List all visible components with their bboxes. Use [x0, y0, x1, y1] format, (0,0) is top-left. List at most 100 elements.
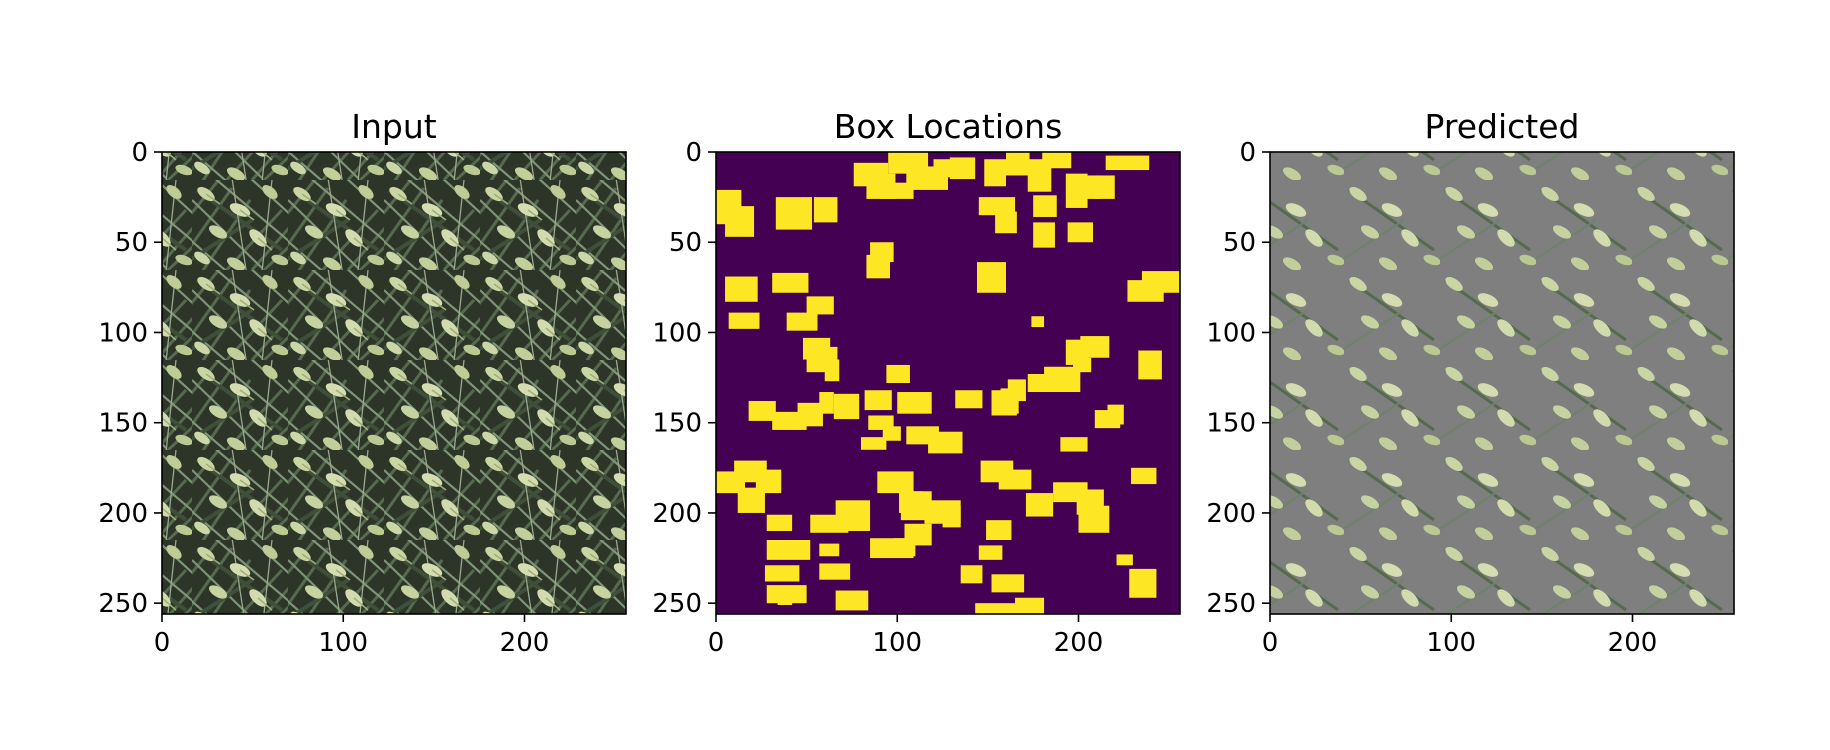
box-mark	[1141, 271, 1180, 293]
box-mark	[1094, 175, 1115, 199]
box-mark	[1107, 404, 1124, 425]
box-mark	[833, 393, 860, 420]
box-mark	[949, 157, 976, 180]
box-mark	[819, 543, 840, 557]
box-mark	[775, 197, 813, 230]
box-mark	[1060, 437, 1088, 452]
box-mark	[986, 520, 1012, 541]
y-tick-label: 150	[652, 409, 702, 439]
predicted-image	[1270, 152, 1734, 614]
y-tick-label: 50	[1223, 228, 1256, 258]
x-tick-label: 0	[708, 628, 725, 658]
box-mark	[813, 197, 838, 223]
axes-frame	[1269, 151, 1735, 615]
y-tick-label: 0	[685, 138, 702, 168]
box-mark	[835, 590, 869, 611]
box-mark	[978, 197, 1016, 216]
box-mark	[777, 594, 793, 605]
panels: Input 0 100 200 0 50 100 150 200 250 Box Locations…	[98, 107, 1735, 658]
y-tick-label: 250	[1206, 589, 1256, 619]
box-mark	[1105, 155, 1150, 171]
box-mark	[748, 401, 776, 421]
box-mark	[1025, 493, 1054, 517]
box-mark	[942, 505, 961, 528]
box-mark	[998, 469, 1032, 490]
box-mark	[766, 540, 811, 560]
box-mark	[977, 262, 1006, 293]
chart-title: Predicted	[1425, 107, 1580, 146]
box-mark	[819, 392, 834, 414]
box-mark	[960, 565, 983, 584]
input-panel: Input 0 100 200 0 50 100 150 200 250	[98, 107, 627, 658]
box-group	[716, 152, 1180, 614]
box-mark	[1067, 222, 1093, 243]
y-tick-label: 100	[98, 318, 148, 348]
box-mark	[995, 211, 1017, 234]
box-mark	[1033, 222, 1055, 248]
box-mark	[906, 166, 948, 190]
y-tick-label: 200	[98, 499, 148, 529]
box-mark	[897, 392, 932, 414]
box-mark	[880, 182, 914, 199]
chart-title: Box Locations	[834, 107, 1063, 146]
box-mark	[772, 272, 809, 293]
box-mark	[1129, 568, 1157, 598]
x-tick-label: 200	[500, 628, 550, 658]
box-mark	[904, 523, 932, 546]
box-mark	[1138, 350, 1162, 380]
y-tick-label: 150	[1206, 409, 1256, 439]
box-mark	[1015, 597, 1045, 614]
axes-frame	[715, 151, 1181, 615]
box-mark	[975, 603, 1021, 614]
y-tick-label: 50	[669, 228, 702, 258]
y-tick-label: 0	[1239, 138, 1256, 168]
box-locations-panel: Box Locations 0 100 200 0 50 100 150 200 250	[652, 107, 1181, 658]
x-tick-label: 0	[154, 628, 171, 658]
y-tick-label: 200	[652, 499, 702, 529]
x-tick-label: 100	[1426, 628, 1476, 658]
box-mark	[835, 500, 871, 531]
box-mark	[1116, 554, 1133, 566]
y-tick-label: 250	[98, 589, 148, 619]
y-tick-label: 100	[652, 318, 702, 348]
predicted-panel: Predicted 0 100 200 0 50 100 150 200 250	[1206, 107, 1735, 658]
box-mark	[755, 469, 782, 494]
box-mark	[877, 471, 914, 494]
y-tick-label: 100	[1206, 318, 1256, 348]
x-tick-label: 0	[1262, 628, 1279, 658]
box-mark	[1080, 336, 1110, 358]
y-tick-label: 150	[98, 409, 148, 439]
y-tick-label: 200	[1206, 499, 1256, 529]
box-mark	[864, 390, 892, 411]
y-tick-label: 250	[652, 589, 702, 619]
box-mark	[1007, 379, 1026, 402]
box-mark	[866, 254, 890, 279]
box-mark	[725, 276, 758, 302]
box-mark	[984, 159, 1006, 187]
box-mark	[737, 487, 765, 513]
x-tick-label: 100	[318, 628, 368, 658]
x-tick-label: 200	[1608, 628, 1658, 658]
box-mark	[819, 563, 851, 580]
box-mark	[991, 574, 1025, 593]
box-mark	[886, 364, 910, 383]
chart-title: Input	[351, 107, 437, 146]
axes-frame	[161, 151, 627, 615]
box-mark	[1031, 316, 1045, 328]
box-mark	[766, 514, 793, 531]
x-tick-label: 200	[1054, 628, 1104, 658]
box-mark	[978, 545, 1003, 560]
box-mark	[955, 390, 983, 409]
box-mark	[797, 402, 823, 427]
box-mark	[1078, 505, 1110, 533]
box-mark	[786, 312, 818, 331]
box-mark	[824, 359, 840, 382]
box-mark	[764, 565, 800, 582]
box-mark	[861, 437, 887, 450]
box-mark	[1044, 366, 1081, 393]
box-mark	[1006, 152, 1030, 176]
box-mark	[1131, 467, 1157, 485]
box-mark	[1027, 159, 1052, 192]
box-mark	[806, 296, 834, 315]
